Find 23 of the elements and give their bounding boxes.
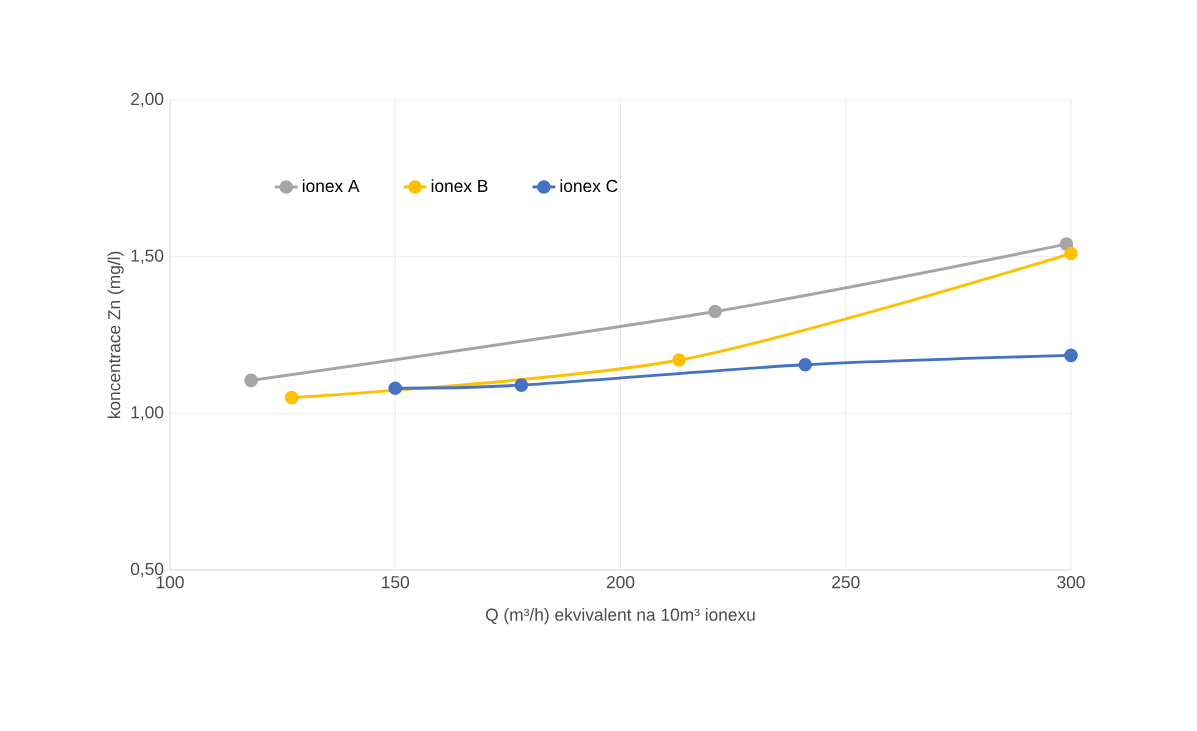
legend-label: ionex A — [302, 179, 360, 193]
point — [1064, 246, 1078, 261]
point — [388, 381, 403, 396]
y-tick-label: 1,50 — [131, 249, 164, 264]
point — [284, 390, 299, 405]
x-tick-label: 300 — [1057, 576, 1085, 589]
x-tick-label: 250 — [832, 576, 860, 589]
x-tick-label: 200 — [606, 576, 635, 589]
y-tick-label: 0,50 — [130, 562, 164, 578]
y-tick-label: 1,00 — [131, 406, 164, 421]
point — [1064, 348, 1078, 363]
x-axis-title: Q (m³/h) ekvivalent na 10m³ ionexu — [485, 608, 755, 625]
point — [708, 304, 722, 319]
point — [672, 353, 686, 367]
point — [514, 378, 529, 392]
y-tick-label: 2,00 — [131, 92, 164, 108]
legend-label: ionex C — [560, 179, 618, 193]
y-axis-title: koncentrace Zn (mg/l) — [107, 251, 124, 419]
point — [798, 357, 813, 372]
x-tick-label: 100 — [156, 576, 184, 589]
point — [244, 373, 258, 388]
x-tick-label: 150 — [382, 576, 410, 589]
legend-label: ionex B — [431, 179, 488, 193]
